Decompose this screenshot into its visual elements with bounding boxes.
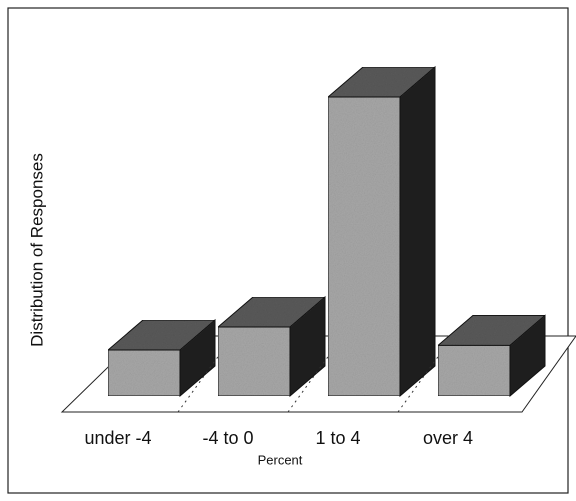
bar-front bbox=[217, 326, 291, 397]
bar-side bbox=[399, 65, 436, 398]
bar bbox=[216, 295, 327, 398]
x-tick-label: 1 to 4 bbox=[315, 428, 360, 448]
y-axis-label: Distribution of Responses bbox=[27, 153, 46, 347]
bar-front bbox=[107, 349, 181, 397]
bar bbox=[106, 318, 217, 398]
x-axis-label: Percent bbox=[258, 452, 303, 467]
bar bbox=[326, 65, 437, 398]
bar bbox=[436, 314, 547, 398]
bar-front bbox=[327, 96, 401, 397]
x-tick-label: over 4 bbox=[423, 428, 473, 448]
frame bbox=[7, 7, 569, 494]
x-tick-label: -4 to 0 bbox=[202, 428, 253, 448]
bar-front bbox=[437, 344, 511, 397]
x-tick-label: under -4 bbox=[84, 428, 151, 448]
